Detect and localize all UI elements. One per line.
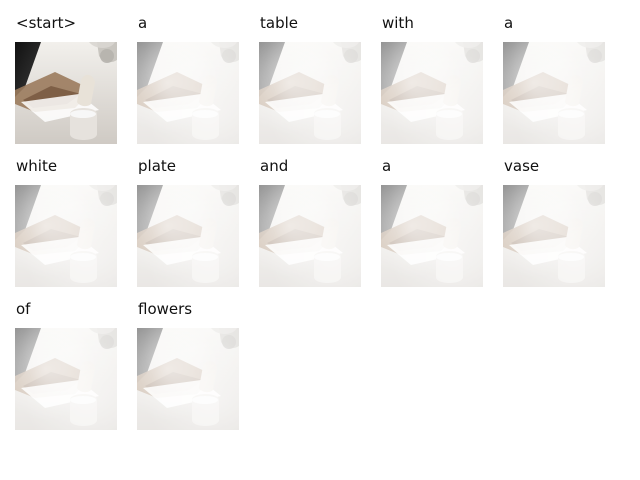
attention-dim (15, 185, 117, 287)
attention-image (137, 185, 239, 287)
attention-image (137, 42, 239, 144)
attention-dim (137, 185, 239, 287)
token-label: of (16, 300, 31, 318)
attention-dim (137, 42, 239, 144)
attention-image (503, 185, 605, 287)
attention-image (15, 328, 117, 430)
attention-image (137, 328, 239, 430)
token-label: and (260, 157, 289, 175)
attention-image (381, 42, 483, 144)
attention-image (15, 185, 117, 287)
attention-dim (15, 42, 117, 144)
attention-dim (259, 185, 361, 287)
token-label: <start> (16, 14, 77, 32)
attention-image (15, 42, 117, 144)
attention-dim (15, 328, 117, 430)
attention-image (259, 42, 361, 144)
scene-photo (15, 42, 117, 144)
attention-dim (137, 328, 239, 430)
attention-image (259, 185, 361, 287)
token-label: a (382, 157, 392, 175)
token-label: a (138, 14, 148, 32)
attention-dim (503, 185, 605, 287)
token-label: plate (138, 157, 176, 175)
token-label: white (16, 157, 58, 175)
token-label: a (504, 14, 514, 32)
token-label: with (382, 14, 414, 32)
attention-image (503, 42, 605, 144)
attention-image (381, 185, 483, 287)
token-label: flowers (138, 300, 193, 318)
attention-dim (503, 42, 605, 144)
token-label: table (260, 14, 298, 32)
attention-dim (381, 42, 483, 144)
attention-dim (381, 185, 483, 287)
attention-dim (259, 42, 361, 144)
token-label: vase (504, 157, 540, 175)
